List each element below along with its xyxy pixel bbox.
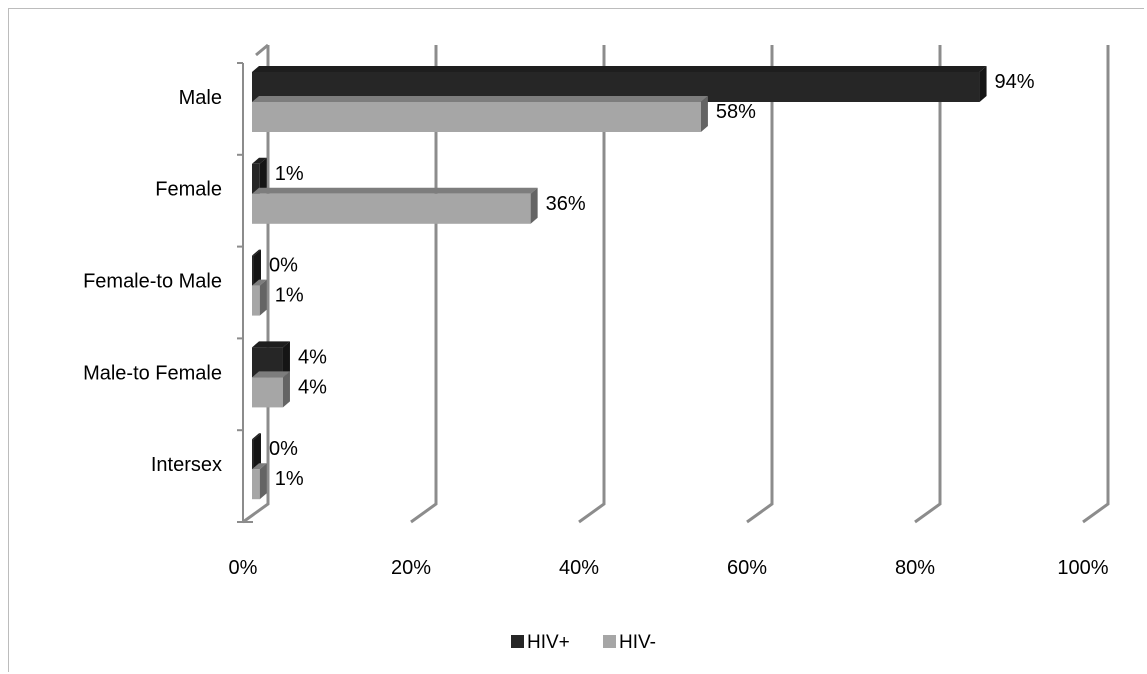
data-label: 94%	[995, 71, 1035, 93]
legend-label: HIV-	[619, 632, 656, 653]
gridlines	[242, 43, 1110, 524]
category-label: Male-to Female	[83, 362, 222, 384]
wall-edge	[255, 43, 269, 57]
data-label: 0%	[269, 438, 298, 460]
category-axis	[237, 62, 253, 523]
data-label: 1%	[275, 163, 304, 185]
legend-label: HIV+	[527, 632, 570, 653]
data-label: 4%	[298, 346, 327, 368]
bar-hiv-negative	[252, 463, 267, 500]
bar-hiv-negative	[252, 371, 290, 408]
bar-hiv-positive	[252, 433, 261, 470]
category-label: Female	[155, 179, 222, 201]
bar-hiv-negative	[252, 96, 708, 132]
category-label: Intersex	[151, 454, 222, 476]
labels: 0% 20% 40% 60% 80% 100% Male 94% 58% Female 1% 36% F…	[83, 71, 1109, 579]
bars	[252, 66, 987, 500]
bar-hiv-negative	[252, 279, 267, 316]
legend-swatch	[603, 635, 616, 648]
data-label: 36%	[546, 193, 586, 215]
data-label: 1%	[275, 468, 304, 490]
bar-hiv-positive	[252, 157, 267, 194]
data-label: 58%	[716, 101, 756, 123]
data-label: 1%	[275, 285, 304, 307]
x-tick-label: 100%	[1057, 557, 1108, 579]
legend: HIV+ HIV-	[511, 632, 656, 653]
data-label: 0%	[269, 255, 298, 277]
x-tick-label: 40%	[559, 557, 599, 579]
x-tick-label: 60%	[727, 557, 767, 579]
gridline	[578, 45, 606, 524]
category-label: Female-to Male	[83, 271, 222, 293]
chart-frame	[8, 8, 1144, 672]
gridline	[746, 45, 774, 524]
bar-hiv-positive	[252, 249, 261, 286]
gridline	[914, 45, 942, 524]
x-tick-label: 0%	[229, 557, 258, 579]
x-tick-label: 80%	[895, 557, 935, 579]
legend-swatch	[511, 635, 524, 648]
category-label: Male	[179, 87, 222, 109]
data-label: 4%	[298, 376, 327, 398]
x-tick-label: 20%	[391, 557, 431, 579]
bar-hiv-negative	[252, 187, 538, 224]
gridline	[1082, 45, 1110, 524]
